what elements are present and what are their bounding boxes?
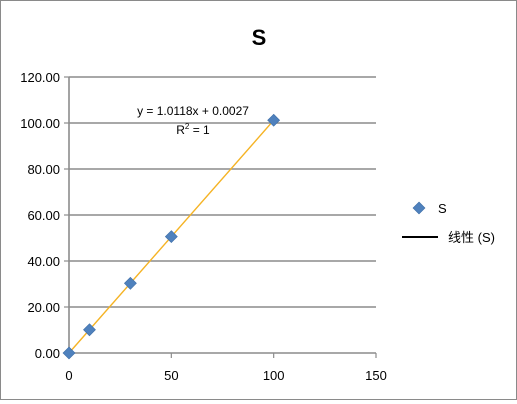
- legend-trendline-label: 线性 (S): [448, 230, 495, 245]
- grid-lines: [69, 76, 376, 308]
- trendline-equation: y = 1.0118x + 0.0027: [137, 104, 249, 118]
- chart-title: S: [252, 25, 267, 50]
- x-tick-label-2: 100: [263, 368, 285, 383]
- legend-item-series: S: [412, 201, 447, 216]
- y-tick-label-0: 0.00: [35, 346, 60, 361]
- x-tick-label-3: 150: [365, 368, 387, 383]
- axes: [64, 76, 377, 358]
- r-squared-superscript: 2: [185, 122, 190, 131]
- r-squared-value: = 1: [189, 123, 210, 137]
- r-squared-r: R: [176, 123, 185, 137]
- x-tick-label-1: 50: [164, 368, 178, 383]
- legend-series-label: S: [438, 201, 447, 216]
- y-tick-label-1: 20.00: [27, 300, 60, 315]
- data-points: [62, 113, 281, 360]
- legend-series-marker-icon: [412, 201, 426, 215]
- data-point: [62, 346, 76, 360]
- legend: S 线性 (S): [402, 201, 495, 245]
- y-tick-label-3: 60.00: [27, 208, 60, 223]
- legend-item-trendline: 线性 (S): [402, 230, 495, 245]
- r-squared-label: R2 = 1: [176, 122, 210, 137]
- data-point: [123, 276, 137, 290]
- y-tick-label-6: 120.00: [20, 70, 60, 85]
- tick-labels: 0.00 20.00 40.00 60.00 80.00 100.00 120.00 0 50 1…: [20, 70, 387, 383]
- y-tick-label-5: 100.00: [20, 116, 60, 131]
- y-tick-label-4: 80.00: [27, 162, 60, 177]
- data-point: [83, 323, 96, 337]
- data-point: [164, 230, 178, 244]
- data-point: [267, 113, 281, 127]
- x-tick-label-0: 0: [65, 368, 72, 383]
- y-tick-label-2: 40.00: [27, 254, 60, 269]
